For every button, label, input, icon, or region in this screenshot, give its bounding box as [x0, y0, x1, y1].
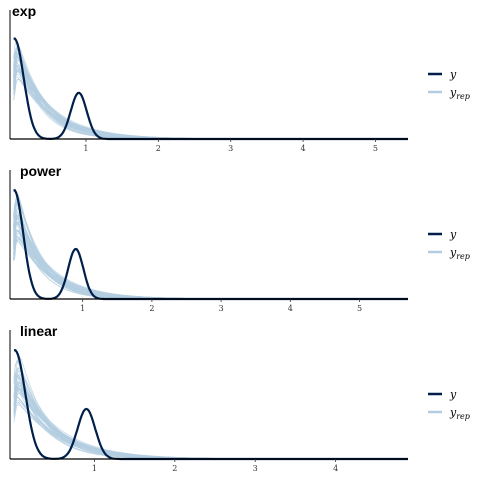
yrep-draw-line: [13, 47, 202, 140]
legend-label-yrep: yrep: [449, 86, 470, 101]
yrep-draw-line: [13, 44, 202, 140]
yrep-draw-line: [13, 200, 194, 300]
x-tick-label: 4: [333, 464, 338, 473]
yrep-draw-line: [14, 355, 224, 460]
yrep-draw-line: [13, 48, 202, 140]
legend-label-y: y: [449, 68, 457, 81]
panel-linear: linear 1 2 3 4 y yrep: [9, 323, 470, 473]
yrep-draw-line: [13, 389, 224, 460]
x-tick-label: 3: [219, 304, 224, 313]
yrep-draw-line: [13, 47, 202, 140]
yrep-draw-line: [13, 367, 224, 460]
x-tick-label: 5: [373, 144, 378, 153]
yrep-draw-line: [13, 389, 224, 460]
yrep-draw-line: [13, 387, 224, 460]
x-tick-label: 4: [288, 304, 293, 313]
panel-exp: exp 1 2 3 4 5 y yrep: [9, 3, 470, 153]
x-tick-label: 2: [156, 144, 161, 153]
yrep-draw-line: [13, 48, 202, 140]
yrep-draw-line: [13, 389, 224, 460]
yrep-draw-line: [13, 194, 194, 300]
yrep-draw-line: [13, 47, 202, 140]
legend-label-yrep: yrep: [449, 406, 470, 421]
yrep-draw-line: [13, 197, 194, 300]
x-tick-label: 4: [301, 144, 306, 153]
yrep-draw-line: [13, 65, 202, 140]
panel-title: power: [20, 163, 62, 179]
x-tick-label: 2: [172, 464, 177, 473]
yrep-draw-line: [13, 367, 224, 460]
panel-title: exp: [12, 3, 36, 19]
x-tick-label: 2: [149, 304, 154, 313]
yrep-draw-line: [13, 196, 194, 300]
yrep-draw-line: [13, 200, 194, 300]
legend-label-yrep: yrep: [449, 246, 470, 261]
yrep-draw-line: [13, 49, 202, 140]
panel-title: linear: [20, 323, 58, 339]
yrep-draw-line: [13, 388, 224, 460]
yrep-draw-line: [13, 360, 224, 460]
yrep-draw-line: [13, 387, 224, 460]
yrep-draw-line: [13, 41, 202, 140]
x-tick-label: 5: [357, 304, 362, 313]
yrep-draw-line: [13, 197, 194, 300]
yrep-draw-line: [13, 368, 224, 460]
x-tick-label: 1: [80, 304, 85, 313]
x-tick-label: 1: [83, 144, 88, 153]
yrep-draw-line: [13, 201, 194, 300]
yrep-draw-line: [13, 47, 202, 140]
y-observed-line: [13, 349, 408, 461]
x-tick-label: 3: [253, 464, 258, 473]
x-tick-label: 3: [228, 144, 233, 153]
yrep-draw-line: [13, 404, 224, 460]
panel-power: power 1 2 3 4 5 y yrep: [9, 163, 470, 313]
yrep-draw-line: [13, 361, 224, 460]
legend-label-y: y: [449, 388, 457, 401]
legend-label-y: y: [449, 228, 457, 241]
yrep-draw-line: [13, 50, 202, 140]
yrep-draw-line: [13, 203, 194, 300]
yrep-draw-line: [13, 201, 194, 300]
x-tick-label: 1: [92, 464, 97, 473]
